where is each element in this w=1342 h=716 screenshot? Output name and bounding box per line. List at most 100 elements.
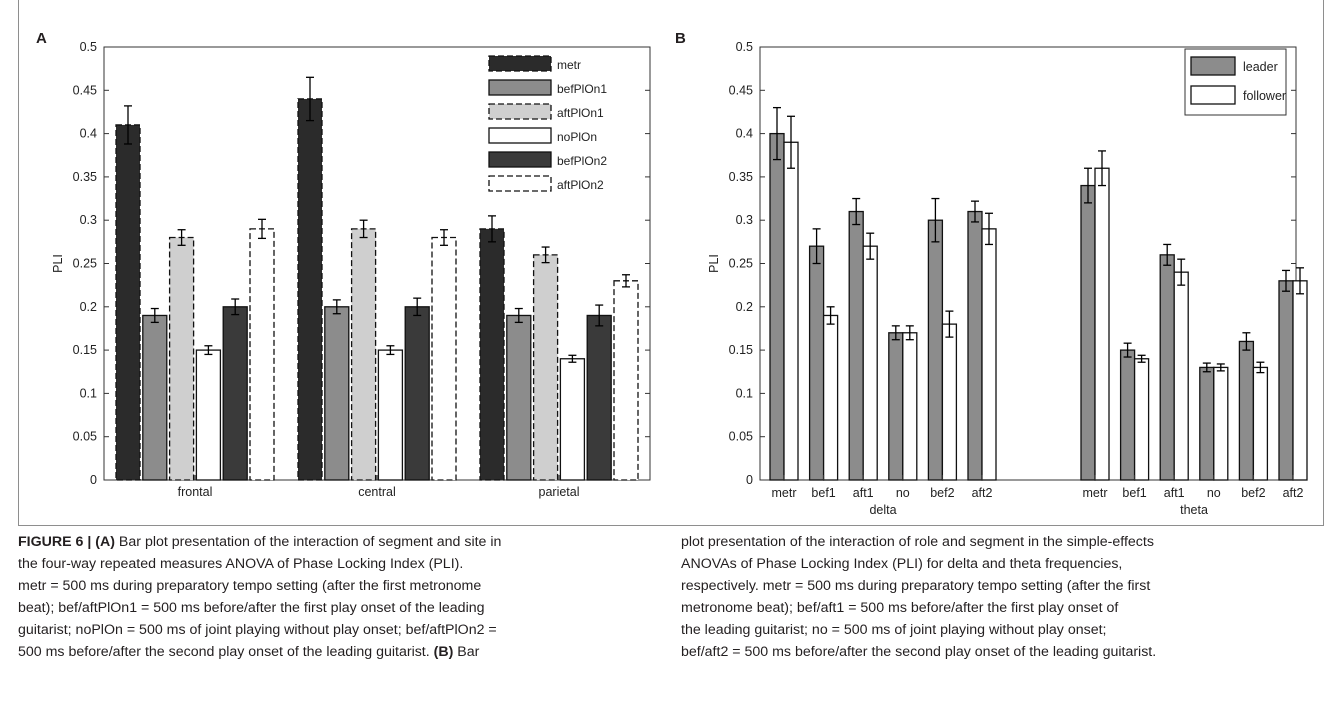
bar: [967, 210, 983, 481]
x-tick-label: aft1: [1164, 486, 1185, 500]
bar: [1190, 56, 1236, 76]
caption-right-line: metronome beat); bef/aft1 = 500 ms befor…: [681, 600, 1119, 616]
bar: [324, 306, 350, 481]
x-tick-label: bef1: [811, 486, 835, 500]
caption-right-line: plot presentation of the interaction of …: [681, 534, 1154, 550]
y-axis-label: PLI: [707, 254, 721, 273]
y-tick-label: 0.5: [736, 40, 753, 54]
bar: [377, 349, 404, 481]
y-tick-label: 0.5: [80, 40, 97, 54]
bar: [479, 228, 505, 481]
x-tick-label: no: [1207, 486, 1221, 500]
panel-a-label: A: [36, 30, 47, 47]
legend-label: befPlOn2: [557, 154, 607, 168]
caption-left-line: guitarist; noPlOn = 500 ms of joint play…: [18, 622, 497, 638]
x-tick-label: metr: [1083, 486, 1108, 500]
legend-label: leader: [1243, 60, 1278, 74]
y-tick-label: 0.45: [73, 83, 97, 97]
bar: [1080, 184, 1096, 481]
bar: [1292, 280, 1308, 481]
bar: [1213, 366, 1229, 481]
y-axis-label: PLI: [51, 254, 65, 273]
y-tick-label: 0: [746, 473, 753, 487]
bar: [769, 132, 785, 481]
y-tick-label: 0.25: [73, 257, 97, 271]
caption-left-line: metr = 500 ms during preparatory tempo s…: [18, 578, 482, 594]
group-label: delta: [869, 503, 896, 517]
bar: [168, 236, 195, 481]
group-label: theta: [1180, 503, 1208, 517]
caption-left-line: beat); bef/aftPlOn1 = 500 ms before/afte…: [18, 600, 485, 616]
bar: [488, 127, 552, 144]
legend-label: aftPlOn2: [557, 178, 604, 192]
y-tick-label: 0.3: [80, 213, 97, 227]
bar: [1159, 254, 1175, 481]
bar: [1119, 349, 1136, 481]
bar: [488, 55, 552, 72]
y-tick-label: 0.2: [80, 300, 97, 314]
x-tick-label: aft2: [1283, 486, 1304, 500]
y-tick-label: 0.3: [736, 213, 753, 227]
caption-right: plot presentation of the interaction of …: [681, 531, 1156, 663]
x-tick-label: bef2: [1241, 486, 1265, 500]
legend-label: aftPlOn1: [557, 106, 604, 120]
x-tick-label: central: [358, 485, 396, 499]
bar: [902, 332, 918, 481]
legend-label: noPlOn: [557, 130, 597, 144]
y-tick-label: 0.4: [736, 127, 753, 141]
bar: [1238, 340, 1255, 481]
bar: [222, 306, 248, 481]
bar: [142, 314, 168, 481]
bar: [927, 219, 944, 481]
x-tick-label: aft2: [972, 486, 993, 500]
x-tick-label: aft1: [853, 486, 874, 500]
bar: [195, 349, 222, 481]
bar: [808, 245, 825, 481]
legend-label: metr: [557, 58, 581, 72]
bar: [559, 358, 586, 481]
legend-label: follower: [1243, 89, 1286, 103]
y-tick-label: 0.35: [73, 170, 97, 184]
bar: [488, 175, 552, 192]
x-tick-label: parietal: [539, 485, 580, 499]
y-tick-label: 0.35: [729, 170, 753, 184]
caption-left: FIGURE 6 | (A) Bar plot presentation of …: [18, 531, 501, 663]
bar: [783, 141, 799, 481]
bar: [1278, 280, 1294, 481]
y-tick-label: 0.2: [736, 300, 753, 314]
y-tick-label: 0.1: [80, 386, 97, 400]
x-tick-label: bef2: [930, 486, 954, 500]
y-tick-label: 0.45: [729, 83, 753, 97]
caption-right-line: bef/aft2 = 500 ms before/after the secon…: [681, 644, 1157, 660]
y-tick-label: 0.4: [80, 127, 97, 141]
bar: [488, 79, 552, 96]
y-tick-label: 0.1: [736, 386, 753, 400]
x-tick-label: frontal: [178, 485, 213, 499]
caption-left-line: FIGURE 6 | (A) Bar plot presentation of …: [18, 534, 502, 550]
bar: [848, 210, 864, 481]
y-tick-label: 0.25: [729, 257, 753, 271]
bar: [822, 314, 839, 481]
y-tick-label: 0: [90, 473, 97, 487]
bar: [981, 228, 997, 481]
x-tick-label: bef1: [1122, 486, 1146, 500]
legend-label: befPlOn1: [557, 82, 607, 96]
bar: [1190, 85, 1236, 105]
bar: [249, 228, 275, 481]
bar: [888, 332, 904, 481]
bar: [488, 151, 552, 168]
bar: [1173, 271, 1189, 481]
caption-right-line: respectively. metr = 500 ms during prepa…: [681, 578, 1151, 594]
bar: [613, 280, 639, 481]
bar: [1133, 358, 1150, 481]
caption-right-line: the leading guitarist; no = 500 ms of jo…: [681, 622, 1107, 638]
bar: [862, 245, 878, 481]
bar: [506, 314, 532, 481]
x-tick-label: metr: [772, 486, 797, 500]
x-tick-label: no: [896, 486, 910, 500]
bar: [1199, 366, 1215, 481]
bar: [941, 323, 958, 481]
bar: [404, 306, 430, 481]
